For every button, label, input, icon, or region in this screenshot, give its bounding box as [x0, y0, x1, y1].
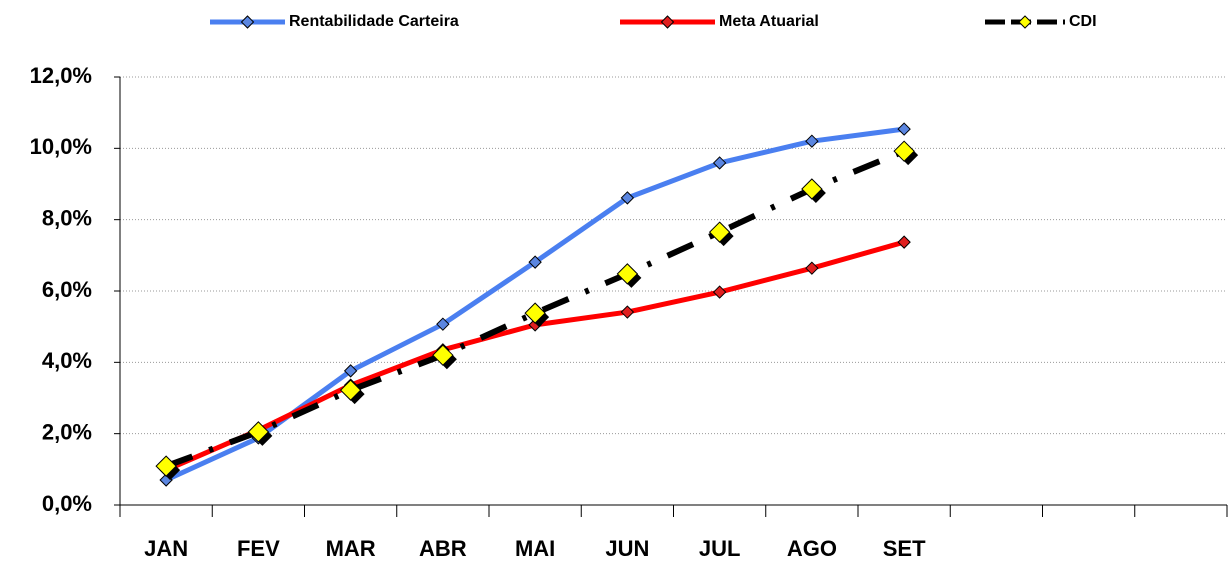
y-tick-label: 6,0% [42, 277, 92, 302]
marker [343, 364, 358, 378]
marker [708, 221, 731, 243]
x-tick-label: JAN [144, 536, 188, 561]
marker [524, 302, 546, 324]
marker [436, 317, 450, 331]
x-tick-label: SET [883, 536, 926, 561]
marker [247, 421, 270, 443]
legend-marker [240, 15, 255, 29]
x-tick-label: FEV [237, 536, 280, 561]
legend-label: CDI [1069, 13, 1097, 30]
y-tick-label: 8,0% [42, 205, 92, 230]
marker [805, 134, 819, 148]
x-tick-label: ABR [419, 536, 467, 561]
y-tick-label: 2,0% [42, 419, 92, 444]
marker [155, 455, 177, 477]
marker [897, 235, 911, 249]
marker [616, 263, 639, 285]
x-tick-label: MAR [326, 536, 376, 561]
y-tick-label: 10,0% [30, 134, 92, 159]
marker [893, 140, 915, 162]
legend-label: Meta Atuarial [719, 13, 819, 30]
y-tick-label: 12,0% [30, 63, 92, 88]
x-tick-label: JUN [605, 536, 649, 561]
marker [805, 261, 819, 275]
marker [897, 122, 911, 136]
x-tick-label: MAI [515, 536, 555, 561]
marker [339, 379, 362, 401]
marker [712, 156, 727, 170]
legend-marker [660, 15, 675, 29]
x-tick-label: JUL [699, 536, 741, 561]
x-tick-label: AGO [787, 536, 837, 561]
marker [528, 255, 542, 269]
series-line [165, 239, 905, 473]
legend-marker [1018, 15, 1032, 29]
marker [620, 191, 635, 205]
marker [801, 178, 823, 200]
y-tick-label: 4,0% [42, 348, 92, 373]
marker [712, 285, 727, 299]
y-tick-label: 0,0% [42, 491, 92, 516]
marker [432, 344, 454, 366]
marker [620, 305, 635, 319]
legend-label: Rentabilidade Carteira [289, 13, 459, 30]
